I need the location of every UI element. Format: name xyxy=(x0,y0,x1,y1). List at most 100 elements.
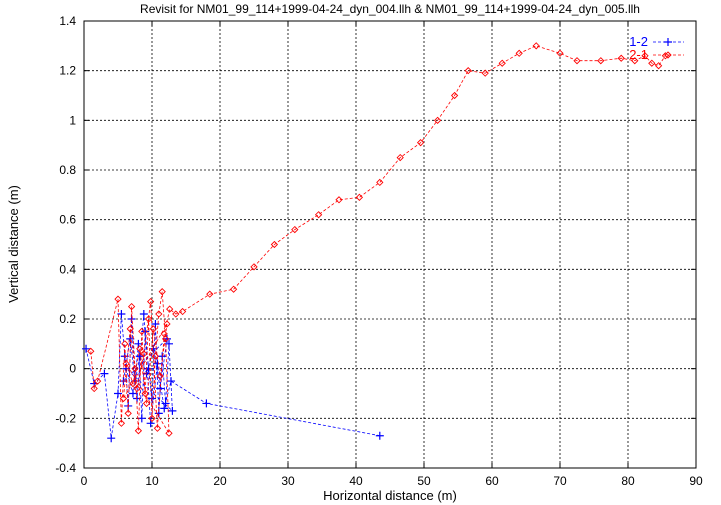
y-tick-labels: -0.4 -0.2 0 0.2 0.4 0.6 0.8 1 1.2 1.4 xyxy=(55,14,76,475)
x-tick-label: 70 xyxy=(553,474,567,488)
data-point-2-1 xyxy=(433,116,442,124)
x-axis-label: Horizontal distance (m) xyxy=(323,488,457,503)
data-point-2-1 xyxy=(250,263,258,271)
data-point-2-1 xyxy=(136,345,144,353)
data-point-2-1 xyxy=(172,310,180,318)
data-point-2-1 xyxy=(270,240,279,249)
x-tick-label: 0 xyxy=(81,474,88,488)
data-point-1-2 xyxy=(151,319,160,328)
x-tick-label: 60 xyxy=(485,474,499,488)
data-point-2-1 xyxy=(165,429,173,437)
x-tick-label: 30 xyxy=(281,474,295,488)
data-point-1-2 xyxy=(160,404,169,413)
data-point-1-2 xyxy=(117,310,126,319)
data-point-2-1 xyxy=(314,211,323,219)
x-tick-label: 40 xyxy=(349,474,363,488)
data-point-2-1 xyxy=(147,297,155,306)
data-point-1-2 xyxy=(148,394,156,403)
x-tick-label: 10 xyxy=(145,474,159,488)
data-point-2-1 xyxy=(141,389,149,398)
data-point-2-1 xyxy=(133,384,141,393)
data-point-1-2 xyxy=(114,389,122,398)
legend-marker xyxy=(664,38,672,46)
data-point-2-1 xyxy=(153,424,162,432)
data-point-2-1 xyxy=(178,307,187,316)
data-point-2-1 xyxy=(155,310,163,318)
data-point-1-2 xyxy=(167,377,176,386)
data-point-2-1 xyxy=(160,330,168,338)
data-point-2-1 xyxy=(464,67,472,75)
data-point-2-1 xyxy=(119,394,128,403)
data-point-2-1 xyxy=(142,399,151,408)
data-point-2-1 xyxy=(515,49,523,57)
data-point-2-1 xyxy=(122,360,130,368)
data-point-1-2 xyxy=(139,310,148,319)
data-point-2-1 xyxy=(151,352,160,360)
data-point-2-1 xyxy=(355,193,364,201)
data-point-1-2 xyxy=(202,399,211,408)
y-axis-label: Vertical distance (m) xyxy=(6,185,21,303)
data-point-2-1 xyxy=(416,139,425,147)
y-tick-label: 0.6 xyxy=(59,213,76,227)
data-point-1-2 xyxy=(161,399,170,408)
data-point-2-1 xyxy=(93,377,102,385)
x-tick-label: 50 xyxy=(417,474,431,488)
data-point-2-1 xyxy=(481,69,489,77)
data-point-1-2 xyxy=(135,352,144,361)
legend-label-2-1: 2-1 xyxy=(629,47,648,62)
data-point-2-1 xyxy=(131,365,139,373)
data-point-2-1 xyxy=(450,91,459,100)
data-point-2-1 xyxy=(335,196,343,204)
data-point-2-1 xyxy=(532,42,540,50)
data-point-2-1 xyxy=(631,57,639,65)
series-layer xyxy=(82,42,670,443)
data-point-1-2 xyxy=(146,419,155,428)
data-point-2-1 xyxy=(138,327,146,336)
data-point-2-1 xyxy=(597,57,605,65)
data-point-2-1 xyxy=(229,285,238,293)
data-point-2-1 xyxy=(617,54,625,62)
data-point-2-1 xyxy=(134,427,143,435)
grid-lines xyxy=(84,21,696,468)
y-tick-label: 0.8 xyxy=(59,163,76,177)
x-tick-label: 80 xyxy=(621,474,635,488)
data-point-2-1 xyxy=(163,320,171,328)
x-tick-label: 90 xyxy=(689,474,703,488)
data-point-1-2 xyxy=(168,406,177,415)
legend-label-1-2: 1-2 xyxy=(629,34,648,49)
y-tick-label: 1.2 xyxy=(59,64,76,78)
data-point-2-1 xyxy=(648,59,656,67)
data-point-2-1 xyxy=(556,49,564,57)
data-point-2-1 xyxy=(121,340,129,348)
data-point-2-1 xyxy=(90,384,98,393)
data-point-2-1 xyxy=(144,315,153,323)
data-point-2-1 xyxy=(140,350,148,358)
y-tick-label: 1 xyxy=(69,113,76,127)
x-tick-labels: 0 10 20 30 40 50 60 70 80 90 xyxy=(81,474,703,488)
data-point-2-1 xyxy=(641,52,649,60)
data-point-2-1 xyxy=(654,62,663,70)
y-tick-label: 1.4 xyxy=(59,14,76,28)
data-point-2-1 xyxy=(124,409,132,418)
data-point-2-1 xyxy=(376,178,384,187)
y-tick-label: 0.4 xyxy=(59,262,76,276)
data-point-2-1 xyxy=(166,305,174,313)
data-point-2-1 xyxy=(156,372,164,380)
y-tick-label: -0.4 xyxy=(55,461,76,475)
data-point-2-1 xyxy=(114,295,122,303)
series-2-1 xyxy=(87,42,670,437)
x-tick-label: 20 xyxy=(213,474,227,488)
series-line-1-2 xyxy=(85,313,380,439)
data-point-1-2 xyxy=(375,431,384,440)
legend-sample-2-1 xyxy=(653,51,684,59)
legend: 1-2 2-1 xyxy=(629,34,684,62)
data-point-1-2 xyxy=(153,359,162,368)
tick-marks xyxy=(83,20,697,469)
y-tick-label: 0.2 xyxy=(59,312,76,326)
y-tick-label: -0.2 xyxy=(55,411,76,425)
data-point-2-1 xyxy=(148,414,156,422)
data-point-1-2 xyxy=(100,369,109,378)
data-point-2-1 xyxy=(158,288,166,296)
data-point-1-2 xyxy=(128,389,137,398)
